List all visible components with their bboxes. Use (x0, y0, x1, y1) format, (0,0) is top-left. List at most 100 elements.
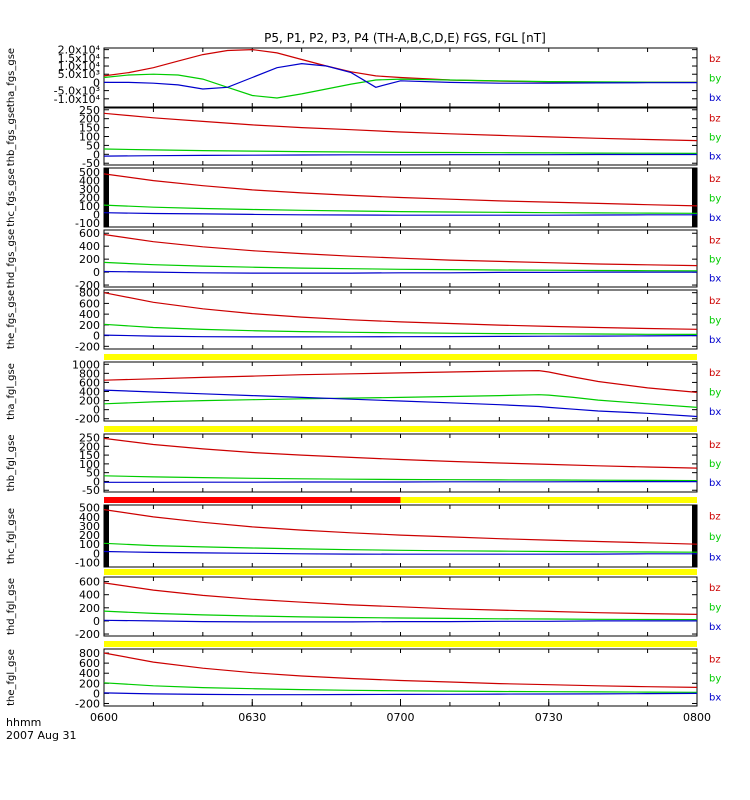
legend-bx: bx (709, 151, 721, 162)
panel-tha_fgs_gse: -1.0x10⁴-5.0x10³05.0x10³1.0x10⁴1.5x10⁴2.… (6, 44, 721, 108)
series-line-bz (103, 509, 698, 545)
ytick-label: 200 (79, 440, 100, 453)
ytick-label: 0 (93, 76, 100, 89)
legend-by: by (709, 603, 721, 614)
ytick-label: 800 (79, 647, 100, 660)
ytick-label: 0 (93, 404, 100, 417)
ytick-label: 400 (79, 308, 100, 321)
legend-bx: bx (709, 478, 721, 489)
ytick-label: 0 (93, 148, 100, 161)
status-bar-yellow (104, 641, 697, 647)
ytick-label: 2.0x10⁴ (58, 44, 101, 57)
ytick-label: 0 (93, 687, 100, 700)
series-line-by (103, 682, 698, 693)
xtick-label: 0600 (90, 711, 118, 724)
ytick-label: 0 (93, 330, 100, 343)
ytick-label: 200 (79, 677, 100, 690)
edge-bar-left (104, 505, 109, 567)
legend-bz: bz (709, 236, 721, 247)
ytick-label: 400 (79, 511, 100, 524)
ytick-label: 200 (79, 253, 100, 266)
series-line-by (103, 148, 698, 154)
ytick-label: 250 (79, 432, 100, 445)
series-line-by (103, 323, 698, 335)
ytick-label: 200 (79, 192, 100, 205)
legend-bz: bz (709, 368, 721, 379)
series-line-bx (103, 334, 698, 338)
panel-frame (103, 107, 698, 166)
yaxis-label: thd_fgl_gse (6, 578, 17, 635)
ytick-label: 400 (79, 175, 100, 188)
series-line-bz (103, 437, 698, 469)
ytick-label: 300 (79, 520, 100, 533)
xtick-label: 0730 (535, 711, 563, 724)
legend-bx: bx (709, 335, 721, 346)
ytick-label: -50 (82, 484, 100, 497)
yaxis-label: tha_fgl_gse (6, 363, 17, 420)
legend-by: by (709, 133, 721, 144)
series-line-by (103, 475, 698, 482)
yaxis-label: the_fgs_gse (6, 290, 17, 349)
yaxis-label: thc_fgs_gse (6, 168, 17, 227)
ytick-label: 50 (86, 467, 100, 480)
ytick-label: -100 (75, 556, 100, 569)
ytick-label: 400 (79, 667, 100, 680)
series-line-by (103, 73, 698, 99)
legend-bz: bz (709, 114, 721, 125)
ytick-label: 600 (79, 227, 100, 240)
yaxis-label: tha_fgs_gse (6, 48, 17, 107)
ytick-label: 100 (79, 200, 100, 213)
ytick-label: 200 (79, 602, 100, 615)
time-axis-label-hhmm: hhmm (6, 716, 41, 729)
ytick-label: 200 (79, 319, 100, 332)
ytick-label: 0 (93, 475, 100, 488)
legend-bz: bz (709, 54, 721, 65)
legend-bx: bx (709, 213, 721, 224)
legend-bx: bx (709, 273, 721, 284)
yaxis-label: the_fgl_gse (6, 649, 17, 706)
yaxis-label: thc_fgl_gse (6, 508, 17, 564)
panel-stack: -1.0x10⁴-5.0x10³05.0x10³1.0x10⁴1.5x10⁴2.… (6, 44, 721, 711)
legend-by: by (709, 532, 721, 543)
ytick-label: 5.0x10³ (58, 68, 100, 81)
xtick-label: 0630 (238, 711, 266, 724)
panel-frame (103, 361, 698, 422)
series-line-bx (104, 481, 697, 483)
ytick-label: 100 (79, 131, 100, 144)
panel-frame (103, 504, 698, 568)
status-bar-yellow (104, 354, 697, 360)
legend-bx: bx (709, 692, 721, 703)
series-line-bx (103, 619, 697, 623)
ytick-label: -50 (82, 157, 100, 170)
ytick-label: 200 (79, 529, 100, 542)
status-bar-yellow (104, 569, 697, 575)
panel-frame (103, 648, 698, 707)
ytick-label: 200 (79, 395, 100, 408)
time-axis-label-date: 2007 Aug 31 (6, 729, 76, 742)
series-line-bx (103, 550, 697, 555)
ytick-label: 0 (93, 208, 100, 221)
chart-title: P5, P1, P2, P3, P4 (TH-A,B,C,D,E) FGS, F… (264, 31, 546, 45)
legend-by: by (709, 255, 721, 266)
ytick-label: 600 (79, 576, 100, 589)
legend-bx: bx (709, 622, 721, 633)
legend-bz: bz (709, 296, 721, 307)
series-line-bx (103, 389, 698, 418)
series-line-by (103, 610, 698, 621)
ytick-label: 250 (79, 104, 100, 117)
ytick-label: 100 (79, 458, 100, 471)
panel-frame (103, 289, 698, 350)
series-line-bz (103, 233, 698, 267)
series-line-by (103, 204, 698, 214)
yaxis-label: thb_fgs_gse (6, 107, 17, 166)
legend-bx: bx (709, 407, 721, 418)
legend-by: by (709, 194, 721, 205)
series-line-bz (103, 652, 698, 688)
ytick-label: 0 (93, 266, 100, 279)
ytick-label: 300 (79, 183, 100, 196)
ytick-label: -200 (75, 340, 100, 353)
time-axis: 0600 0630 0700 0730 0800 (90, 699, 711, 724)
